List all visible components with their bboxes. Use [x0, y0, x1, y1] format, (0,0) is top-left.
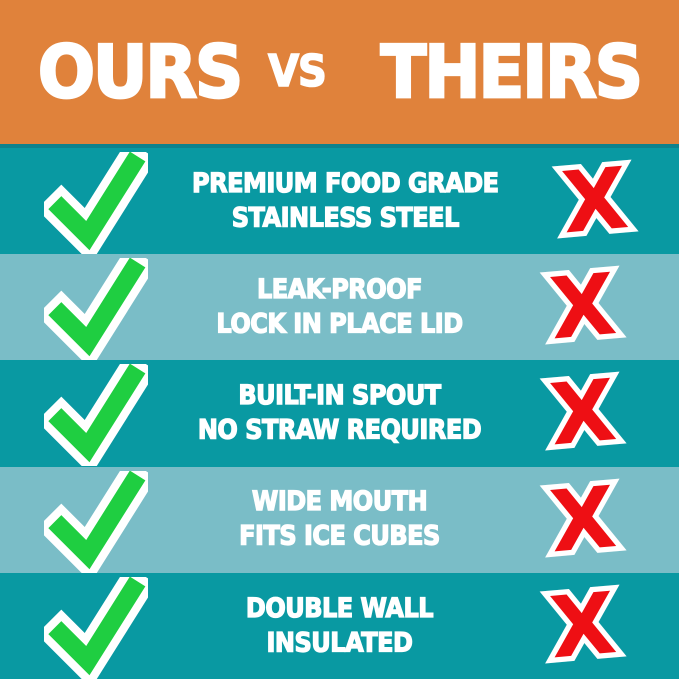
feature-line2: STAINLESS STEEL — [231, 202, 460, 234]
theirs-cell: X — [487, 573, 679, 679]
feature-text: DOUBLE WALL INSULATED — [192, 592, 487, 661]
check-icon — [44, 364, 148, 466]
feature-text: BUILT-IN SPOUT NO STRAW REQUIRED — [192, 379, 487, 448]
ours-cell — [0, 148, 192, 254]
theirs-cell: X — [487, 360, 679, 466]
x-icon: X — [541, 470, 625, 570]
header-banner: OURS VS THEIRS — [0, 0, 679, 148]
check-icon — [44, 258, 148, 360]
feature-line1: PREMIUM FOOD GRADE — [191, 167, 499, 199]
svg-text:X: X — [558, 151, 631, 251]
feature-row-stainless-steel: PREMIUM FOOD GRADE STAINLESS STEEL X — [0, 148, 679, 255]
feature-line2: LOCK IN PLACE LID — [216, 308, 464, 340]
svg-text:X: X — [546, 576, 619, 676]
ours-cell — [0, 360, 192, 466]
feature-text: WIDE MOUTH FITS ICE CUBES — [192, 485, 487, 554]
ours-cell — [0, 573, 192, 679]
theirs-cell: X — [499, 148, 679, 254]
title-theirs: THEIRS — [379, 29, 644, 116]
ours-cell — [0, 254, 192, 360]
feature-line1: WIDE MOUTH — [251, 486, 428, 518]
theirs-cell: X — [487, 254, 679, 360]
check-icon — [44, 471, 148, 573]
feature-row-wide-mouth: WIDE MOUTH FITS ICE CUBES X — [0, 466, 679, 573]
feature-line1: DOUBLE WALL — [245, 592, 434, 624]
title-ours: OURS — [37, 29, 245, 116]
feature-line2: NO STRAW REQUIRED — [197, 414, 482, 446]
feature-row-leak-proof: LEAK-PROOF LOCK IN PLACE LID X — [0, 254, 679, 361]
x-icon: X — [553, 151, 637, 251]
ours-cell — [0, 467, 192, 573]
feature-line1: BUILT-IN SPOUT — [238, 380, 442, 412]
feature-line2: INSULATED — [266, 626, 414, 658]
check-icon — [44, 152, 148, 254]
x-icon: X — [541, 257, 625, 357]
feature-text: LEAK-PROOF LOCK IN PLACE LID — [192, 273, 487, 342]
theirs-cell: X — [487, 467, 679, 573]
feature-row-built-in-spout: BUILT-IN SPOUT NO STRAW REQUIRED X — [0, 360, 679, 467]
feature-row-double-wall: DOUBLE WALL INSULATED X — [0, 572, 679, 679]
svg-text:X: X — [546, 363, 619, 463]
svg-text:X: X — [546, 470, 619, 570]
feature-text: PREMIUM FOOD GRADE STAINLESS STEEL — [191, 167, 499, 236]
feature-line1: LEAK-PROOF — [256, 273, 423, 305]
feature-line2: FITS ICE CUBES — [239, 520, 441, 552]
x-icon: X — [541, 576, 625, 676]
svg-text:X: X — [546, 257, 619, 357]
title-vs: VS — [267, 46, 327, 97]
x-icon: X — [541, 363, 625, 463]
check-icon — [44, 577, 148, 679]
